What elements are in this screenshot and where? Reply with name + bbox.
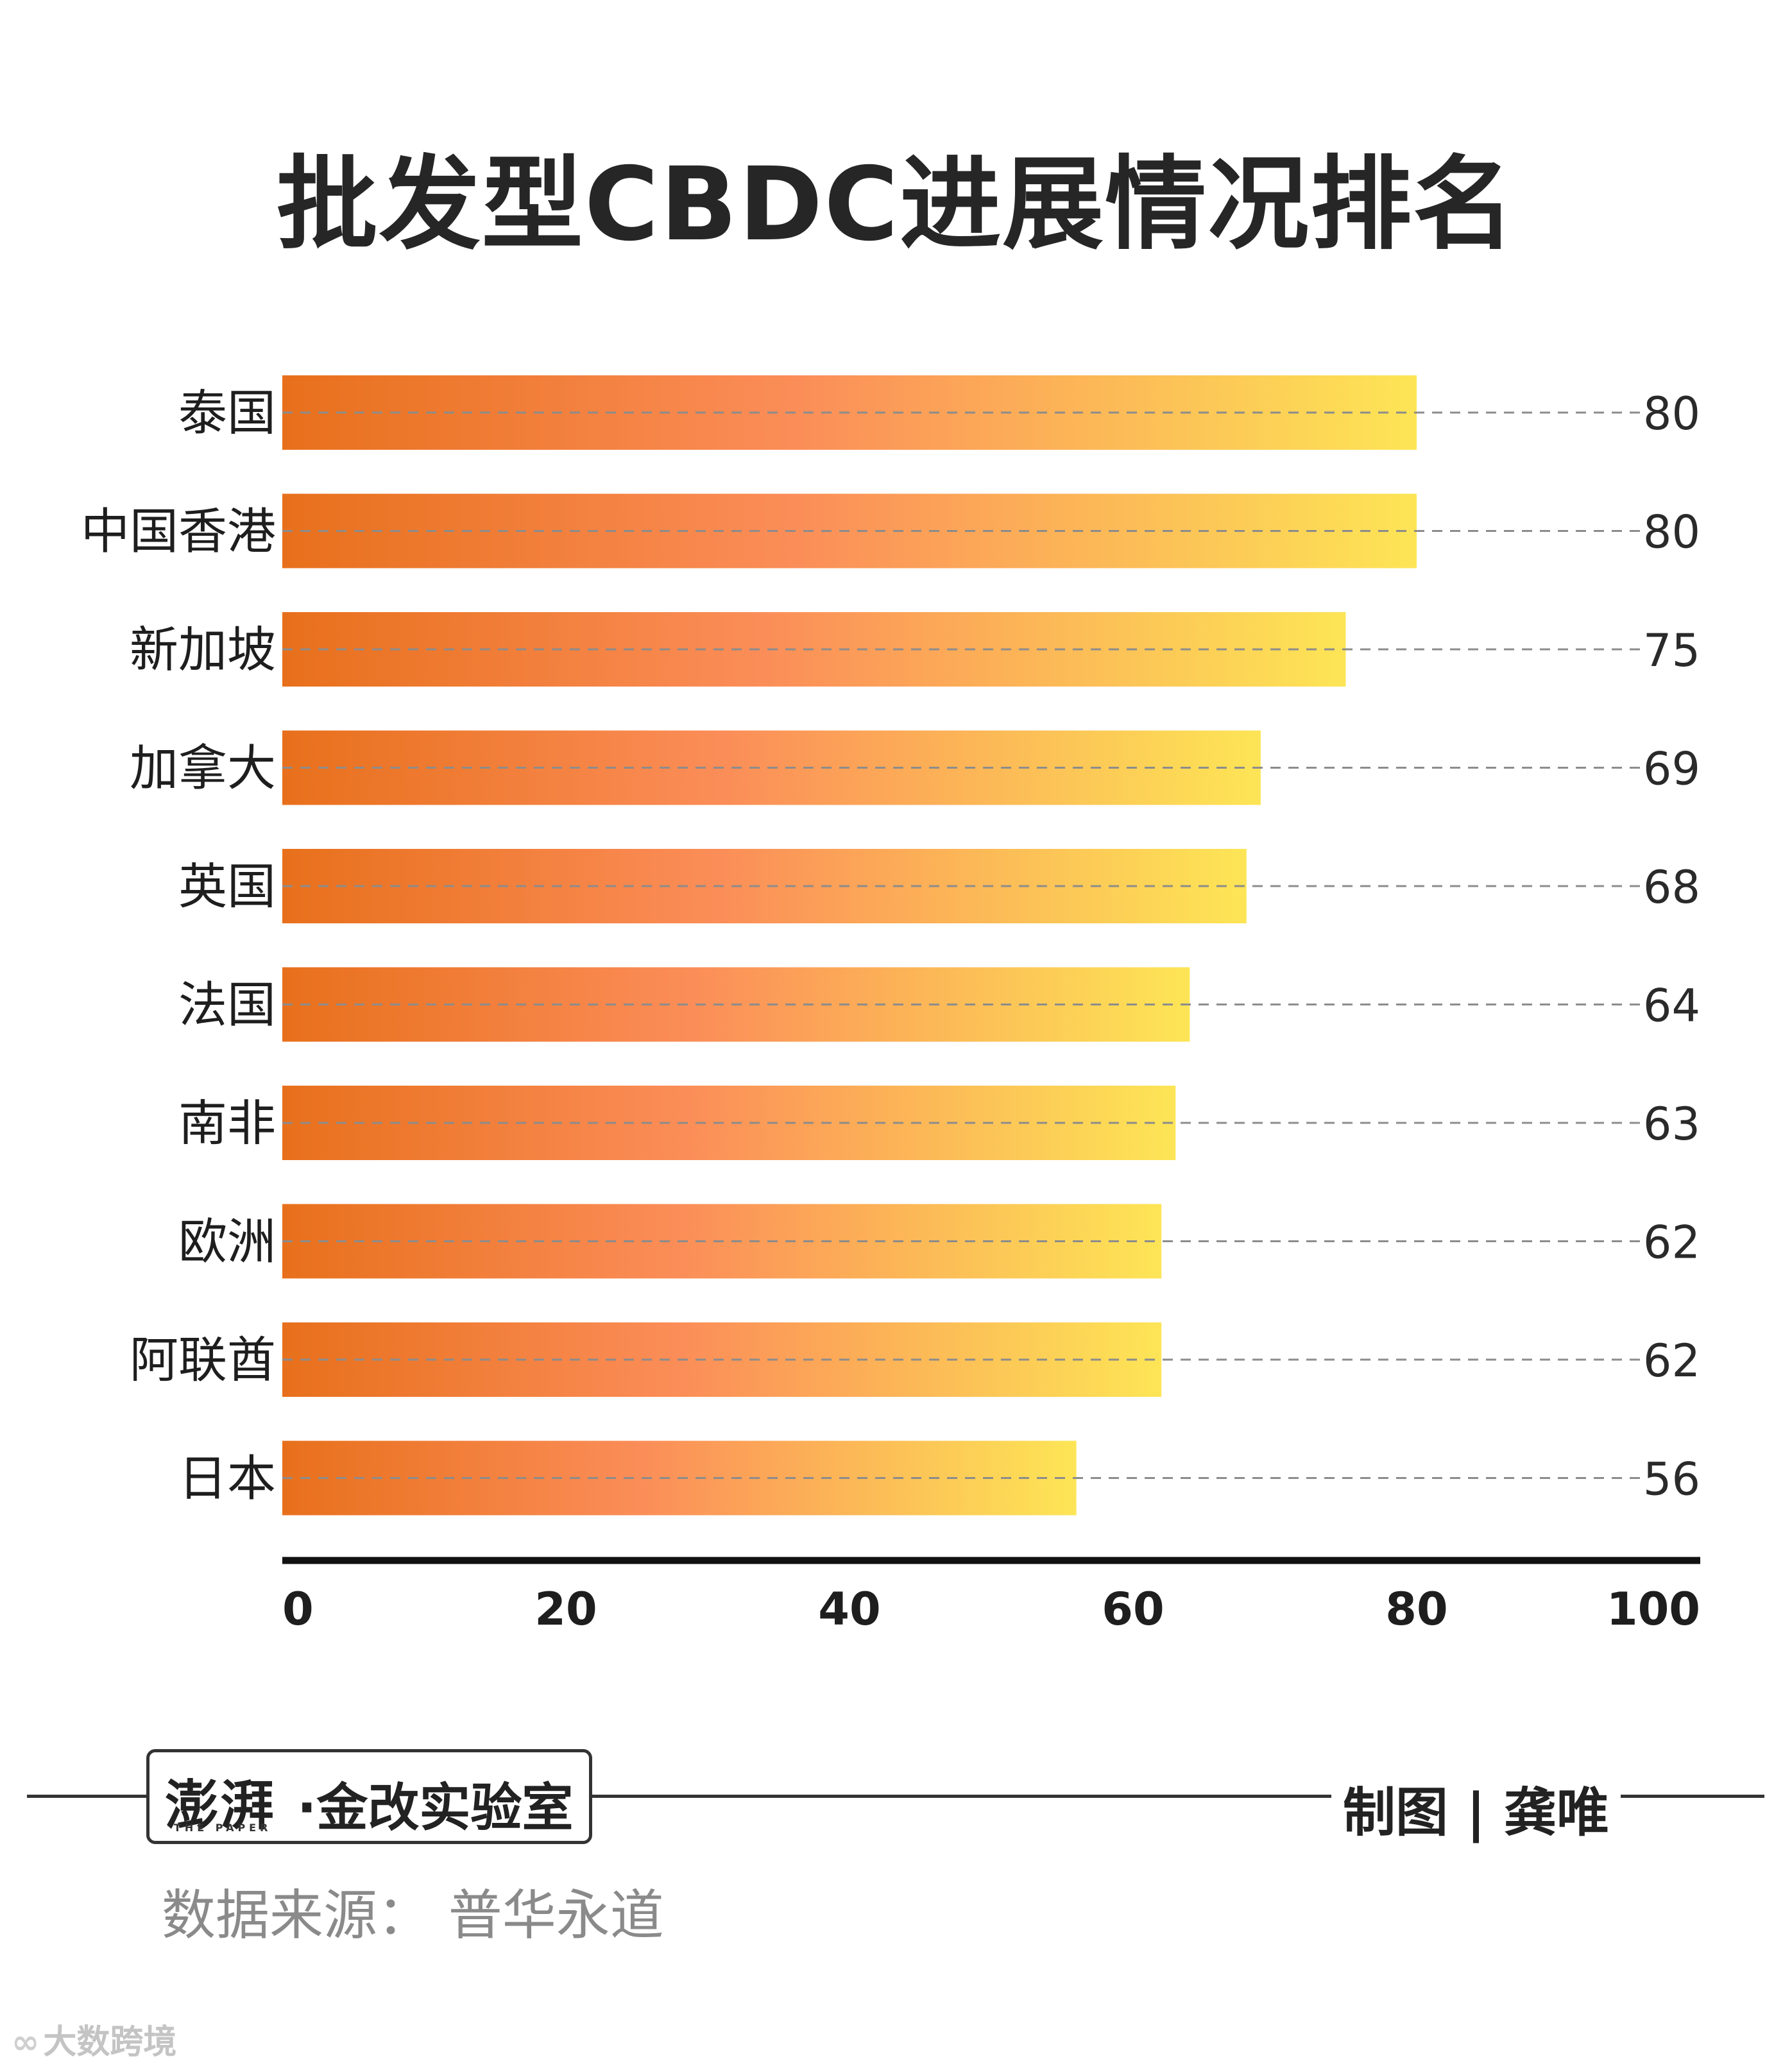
category-label: 南非 [178,1095,276,1152]
value-label: 80 [1643,506,1700,559]
lab-name: ·金改实验室 [297,1778,574,1838]
footer-rule-left [27,1795,149,1798]
category-label: 法国 [178,977,276,1034]
bar [282,849,1247,923]
value-label: 69 [1643,743,1700,796]
x-tick-label: 80 [1385,1583,1447,1636]
bar-chart: 泰国 80 中国香港 80 新加坡 75 加拿大 69 英国 68 法国 64 南非 63 欧洲 62 阿联酋 6… [81,375,1700,1636]
category-label: 新加坡 [130,621,276,678]
category-label: 泰国 [178,384,276,441]
value-label: 62 [1643,1217,1700,1269]
footer-rule-right [1610,1795,1764,1798]
data-source: 数据来源： 普华永道 [162,1884,664,1947]
publisher-logo: 澎湃 THE PAPER ·金改实验室 [146,1749,592,1844]
value-label: 75 [1643,624,1700,677]
brand-name: 澎湃 [165,1773,276,1837]
value-label: 62 [1643,1335,1700,1387]
value-label: 56 [1643,1453,1700,1506]
category-label: 日本 [178,1450,276,1507]
category-label: 加拿大 [130,740,276,797]
x-tick-label: 0 [282,1583,314,1636]
chart-credit: 制图 | 龚唯 [1331,1770,1621,1846]
x-tick-label: 60 [1102,1583,1164,1636]
value-label: 80 [1643,388,1700,440]
value-label: 63 [1643,1098,1700,1150]
brand-english: THE PAPER [174,1822,272,1834]
watermark: ∞ 大数跨境 [12,2015,176,2063]
x-tick-label: 20 [534,1583,597,1636]
value-label: 64 [1643,980,1700,1032]
category-label: 英国 [178,858,276,915]
footer-rule-middle [590,1795,1335,1798]
x-tick-label: 100 [1607,1583,1700,1636]
category-label: 欧洲 [178,1213,276,1270]
category-label: 中国香港 [81,503,276,560]
value-label: 68 [1643,861,1700,914]
watermark-text: 大数跨境 [43,2023,177,2062]
category-label: 阿联酋 [130,1331,276,1389]
logo-mark-icon: ∞ [12,2023,40,2062]
chart-title: 批发型CBDC进展情况排名 [276,146,1516,264]
x-tick-label: 40 [818,1583,880,1636]
